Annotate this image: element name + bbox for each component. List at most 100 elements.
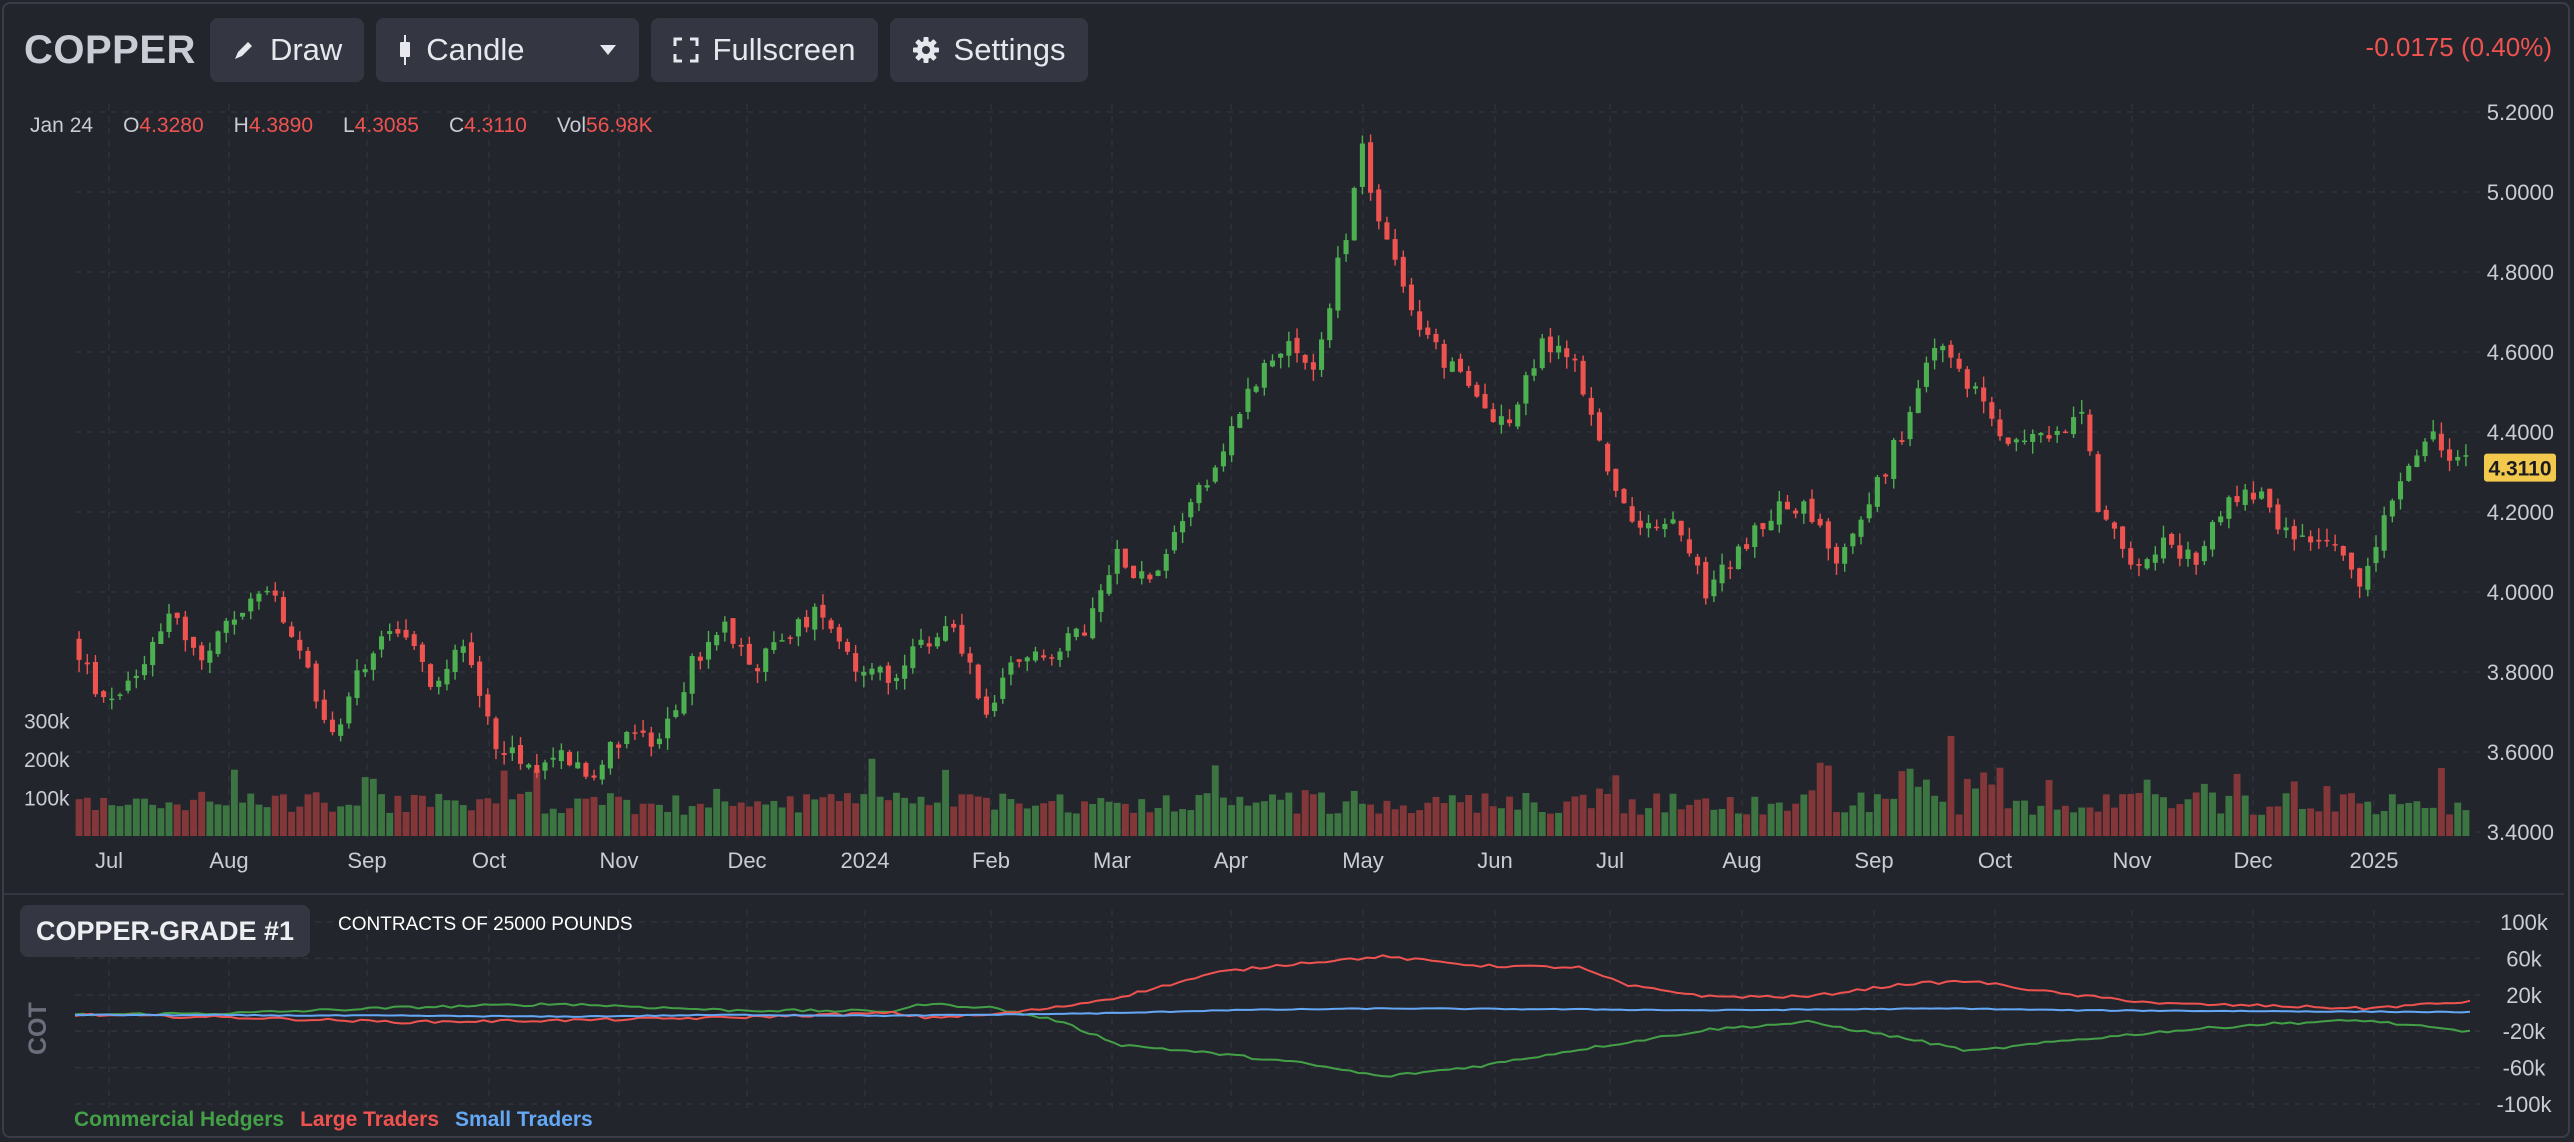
candle <box>240 612 246 620</box>
candle <box>2152 546 2158 571</box>
candle <box>844 638 850 655</box>
candle <box>648 726 654 757</box>
candle <box>2120 525 2126 558</box>
volume-bar <box>75 799 83 836</box>
volume-bar <box>222 805 230 836</box>
candle <box>1645 514 1652 538</box>
candle <box>1678 520 1684 542</box>
price-tick-label: 5.0000 <box>2487 180 2554 205</box>
candle <box>403 619 409 640</box>
candle <box>428 663 434 690</box>
volume-bar <box>525 791 533 836</box>
candle <box>1784 494 1790 510</box>
candlesticks <box>76 134 2469 785</box>
candle <box>550 747 556 768</box>
volume-bar <box>696 803 704 836</box>
volume-bar <box>1914 786 1922 836</box>
candle <box>665 707 671 750</box>
volume-bar <box>418 795 426 836</box>
fullscreen-button[interactable]: Fullscreen <box>650 18 878 82</box>
volume-bar <box>1751 796 1759 836</box>
time-tick-label: Nov <box>599 848 638 873</box>
large-traders-line <box>74 954 2471 1025</box>
volume-bar <box>1661 812 1669 836</box>
candle <box>1237 412 1243 429</box>
volume-bar <box>1170 811 1178 836</box>
candle <box>934 632 940 649</box>
volume-bar <box>1972 788 1979 836</box>
candle <box>566 749 573 767</box>
volume-bar <box>827 794 835 836</box>
candle <box>697 651 703 670</box>
time-tick-label: Dec <box>727 848 766 873</box>
candle <box>1343 233 1349 262</box>
candle <box>289 621 295 638</box>
candle <box>1809 489 1815 524</box>
volume-bar <box>2061 805 2069 836</box>
volume-bar <box>1023 808 1031 836</box>
candle <box>1155 569 1161 577</box>
volume-bar <box>1121 803 1129 836</box>
volume-bar <box>517 793 524 836</box>
volume-bar <box>2421 807 2429 836</box>
candle <box>2071 406 2077 438</box>
time-tick-label: Mar <box>1093 848 1131 873</box>
candle <box>1196 482 1202 512</box>
settings-button[interactable]: Settings <box>889 18 1088 82</box>
candle <box>2226 495 2232 529</box>
candle <box>2209 519 2216 557</box>
volume-bar <box>2217 813 2225 836</box>
candle <box>101 689 107 703</box>
candle <box>1163 548 1169 579</box>
candle <box>395 621 401 637</box>
candle-type-dropdown[interactable]: Candle <box>376 18 639 82</box>
volume-bar <box>2323 786 2331 836</box>
svg-text:4.3110: 4.3110 <box>2488 458 2551 481</box>
candle <box>1139 561 1145 585</box>
volume-bar <box>1195 795 1203 836</box>
volume-bar <box>2298 808 2306 836</box>
candle <box>1073 627 1079 641</box>
volume-bar <box>1685 804 1693 836</box>
volume-bar <box>1947 735 1955 836</box>
volume-bar <box>1849 805 1857 836</box>
volume-bar <box>606 793 614 836</box>
volume-bar <box>566 808 573 836</box>
volume-bar <box>206 801 214 836</box>
volume-bar <box>2307 808 2315 836</box>
draw-button[interactable]: Draw <box>209 18 365 82</box>
cot-tick-label: -20k <box>2503 1019 2547 1044</box>
volume-bar <box>1375 813 1383 836</box>
candle <box>1180 513 1186 544</box>
candle <box>346 692 352 729</box>
section-divider <box>4 893 2564 895</box>
candle <box>1842 543 1848 572</box>
symbol-title: COPPER <box>24 27 196 72</box>
settings-button-label: Settings <box>953 32 1066 67</box>
volume-bar <box>1857 792 1865 836</box>
time-tick-label: Oct <box>472 848 506 873</box>
candle <box>1572 353 1578 372</box>
volume-bar <box>1996 767 2004 836</box>
volume-bar <box>2437 768 2445 836</box>
candle <box>779 633 785 642</box>
volume-bar <box>1612 775 1620 836</box>
volume-bar <box>1833 812 1840 836</box>
candle <box>2324 528 2330 547</box>
price-tick-label: 3.6000 <box>2487 740 2554 765</box>
volume-bar <box>893 792 900 836</box>
candle <box>1523 371 1529 416</box>
volume-bar <box>1792 803 1800 836</box>
candle <box>411 630 417 650</box>
cot-tick-label: -60k <box>2503 1056 2547 1081</box>
candle <box>1776 490 1782 533</box>
volume-bar <box>819 797 827 836</box>
candle <box>338 718 344 742</box>
volume-bar <box>2119 794 2127 836</box>
volume-bar <box>369 778 377 836</box>
volume-bar <box>1653 793 1661 836</box>
volume-bar <box>705 807 712 836</box>
volume-bar <box>1824 765 1832 836</box>
candle <box>2422 438 2428 462</box>
